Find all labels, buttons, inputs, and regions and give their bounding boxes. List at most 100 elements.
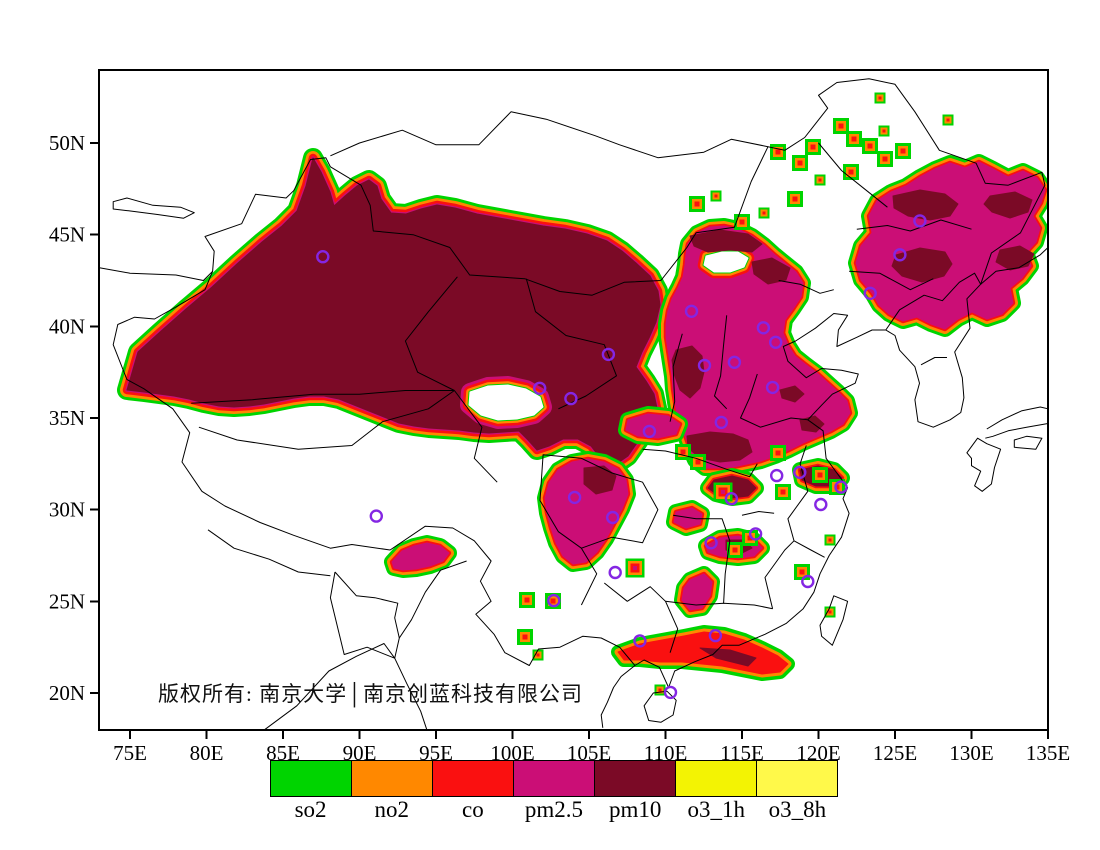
city-marker-urumqi: [316, 250, 330, 264]
border-prov-tibet-xinjiang: [198, 390, 455, 450]
border-prov-guizhou-guangxi: [603, 582, 666, 602]
city-marker-guiyang: [608, 565, 622, 580]
pollutant-dot-6: [882, 156, 888, 162]
pollutant-dot-17: [714, 194, 718, 198]
legend-label-pm10: pm10: [608, 797, 662, 822]
border-prov-neimeng-dongbei: [818, 142, 888, 208]
x-tick-label-75E: 75E: [113, 741, 147, 765]
pollutant-dot-13: [900, 148, 906, 154]
pollutant-dot-8: [818, 178, 822, 182]
border-prov-hebei-henan-shandong: [740, 373, 808, 428]
pollutant-dot-14: [878, 96, 882, 100]
city-marker-xian: [642, 424, 657, 439]
y-tick-label-50N: 50N: [49, 131, 85, 155]
x-tick-label-125E: 125E: [873, 741, 917, 765]
pollutant-dot-4: [851, 136, 857, 142]
border-hainan: [643, 690, 677, 723]
border-china-boundary: [112, 78, 1046, 688]
pollutant-dot-20: [721, 490, 725, 494]
city-marker-lanzhou: [564, 391, 578, 406]
border-prov-sichuan-ring: [539, 454, 659, 549]
y-tick-label-45N: 45N: [49, 223, 85, 247]
border-prov-shanxi-hebei: [714, 315, 728, 410]
border-prov-neimeng-hebei: [778, 280, 834, 294]
pollutant-dot-34: [828, 610, 832, 614]
pm10-patch-sichuan: [583, 465, 617, 495]
pollutant-dot-16: [694, 201, 700, 207]
city-marker-zhengzhou: [714, 415, 728, 430]
border-lake-balkhash: [112, 197, 195, 219]
pollutant-dot-2: [810, 144, 816, 150]
x-tick-label-130E: 130E: [949, 741, 993, 765]
qaidam-white-hole: [468, 384, 544, 421]
city-marker-chongqing: [606, 510, 620, 525]
city-marker-shijiazhuang: [727, 355, 742, 369]
pollutant-dot-35: [658, 688, 662, 692]
y-tick-label-30N: 30N: [49, 498, 85, 522]
legend-swatch-co: [432, 761, 513, 796]
pm10-patch-ne-c: [983, 191, 1033, 219]
pollutant-dot-5: [867, 143, 873, 149]
city-marker-nanning: [633, 634, 647, 648]
pollutant-dot-9: [792, 196, 798, 202]
city-marker-guangzhou: [708, 628, 723, 643]
north-china-white-curl: [703, 251, 749, 273]
city-marker-beijing: [756, 321, 771, 335]
pm10-patch-guangdong: [699, 647, 757, 667]
pm25-north-guangxi-blob: [681, 573, 713, 611]
pollutant-legend: [270, 760, 838, 797]
legend-label-pm2.5: pm2.5: [524, 797, 584, 822]
city-marker-hefei: [770, 468, 784, 483]
copyright: 版权所有: 南京大学│南京创蓝科技有限公司: [158, 682, 583, 706]
y-tick-label-25N: 25N: [49, 589, 85, 613]
city-marker-changsha: [704, 536, 718, 550]
city-marker-jinan: [765, 380, 780, 395]
city-marker-yinchuan: [601, 347, 616, 362]
legend-swatch-o3_8h: [756, 761, 837, 796]
city-marker-kunming: [547, 593, 561, 608]
border-prov-shaanxi-shanxi: [669, 333, 683, 422]
pm25-north-china-mass: [665, 225, 851, 469]
y-tick-label-35N: 35N: [49, 406, 85, 430]
border-prov-anhui-zhejiang: [787, 445, 809, 541]
pollutant-dot-27: [524, 597, 530, 603]
city-marker-lhasa: [369, 509, 383, 523]
border-mongolia-russia-border: [330, 111, 769, 159]
border-prov-qinghai-south: [453, 390, 498, 483]
border-prov-gansu-neimeng: [525, 278, 617, 410]
city-marker-hangzhou: [814, 497, 828, 512]
pm10-patch-ncp-mid: [751, 257, 791, 285]
legend-swatch-no2: [351, 761, 432, 796]
pollutant-dot-11: [739, 219, 745, 225]
pollutant-dot-32: [799, 569, 805, 575]
border-prov-hunan-jiangxi: [673, 514, 731, 604]
border-kazakh-kyrgyz-line: [99, 267, 213, 281]
city-marker-haikou: [663, 685, 678, 700]
legend-label-o3_8h: o3_8h: [768, 797, 827, 822]
border-prov-jilin-liaoning: [849, 270, 934, 291]
pollutant-dot-25: [817, 472, 823, 478]
pollutant-dot-0: [775, 149, 781, 155]
city-marker-harbin: [913, 214, 927, 228]
border-taiwan: [819, 595, 849, 646]
border-prov-henan-hubei-anhui: [642, 448, 758, 478]
pollutant-dot-31: [633, 566, 637, 570]
border-korea-coast: [885, 283, 982, 428]
city-marker-nanjing: [793, 465, 807, 479]
legend-swatch-pm10: [594, 761, 675, 796]
pollutant-dot-12: [882, 129, 886, 133]
border-vietnam-coast: [600, 665, 636, 728]
legend-label-so2: so2: [294, 797, 327, 822]
x-tick-label-80E: 80E: [190, 741, 224, 765]
legend-label-no2: no2: [374, 797, 409, 822]
pollutant-dot-33: [828, 538, 832, 542]
border-honshu-north: [986, 406, 1049, 430]
border-prov-guangdong-guangxi: [665, 601, 679, 653]
border-prov-yungui: [580, 547, 598, 606]
pollutant-dot-28: [550, 598, 556, 604]
pollutant-dot-18: [680, 449, 686, 455]
city-marker-wuhan: [724, 492, 739, 506]
